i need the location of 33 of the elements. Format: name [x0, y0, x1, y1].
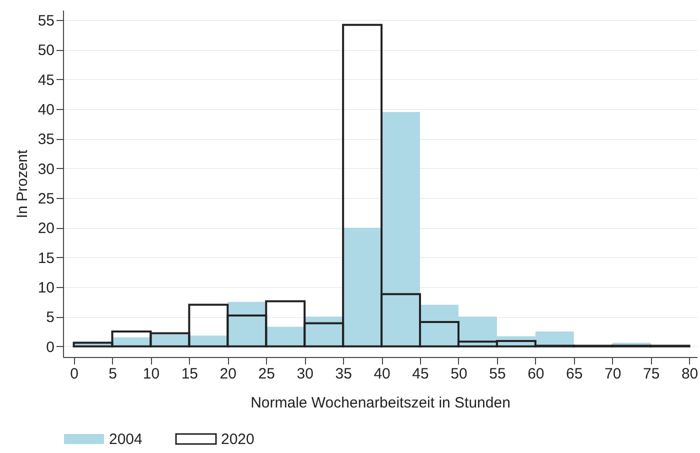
x-axis-title: Normale Wochenarbeitszeit in Stunden	[250, 394, 510, 412]
y-tick-label: 25	[38, 190, 54, 208]
x-tick-label: 55	[489, 366, 506, 382]
x-tick-label: 10	[142, 366, 160, 382]
x-tick-label: 35	[335, 366, 352, 382]
x-tick-label: 50	[450, 366, 468, 382]
x-tick-label: 45	[412, 366, 429, 382]
x-tick-label: 5	[108, 366, 117, 382]
y-tick-label: 0	[46, 338, 54, 356]
y-tick-label: 10	[38, 280, 54, 297]
x-tick-label: 15	[181, 366, 198, 382]
y-tick-label: 20	[38, 220, 54, 238]
x-tick-label: 25	[258, 366, 275, 382]
y-tick-label: 55	[38, 12, 54, 30]
x-tick-label: 60	[528, 366, 544, 382]
x-tick-label: 70	[604, 366, 622, 382]
legend-label: 2020	[221, 431, 254, 448]
y-tick-label: 35	[38, 131, 54, 148]
y-tick-label: 15	[38, 250, 54, 267]
y-tick-label: 5	[46, 309, 54, 326]
y-tick-label: 40	[38, 102, 54, 119]
y-axis-title: In Prozent	[14, 148, 31, 218]
x-tick-label: 0	[70, 366, 78, 382]
x-tick-label: 20	[220, 366, 236, 382]
x-tick-label: 30	[296, 366, 314, 382]
y-tick-label: 30	[38, 160, 54, 178]
x-tick-label: 65	[566, 366, 583, 382]
legend-label: 2004	[109, 431, 142, 448]
y-tick-label: 45	[38, 72, 54, 89]
x-tick-label: 40	[374, 366, 390, 382]
x-tick-label: 75	[642, 366, 660, 382]
y-tick-label: 50	[38, 42, 54, 60]
x-tick-label: 80	[681, 366, 698, 382]
